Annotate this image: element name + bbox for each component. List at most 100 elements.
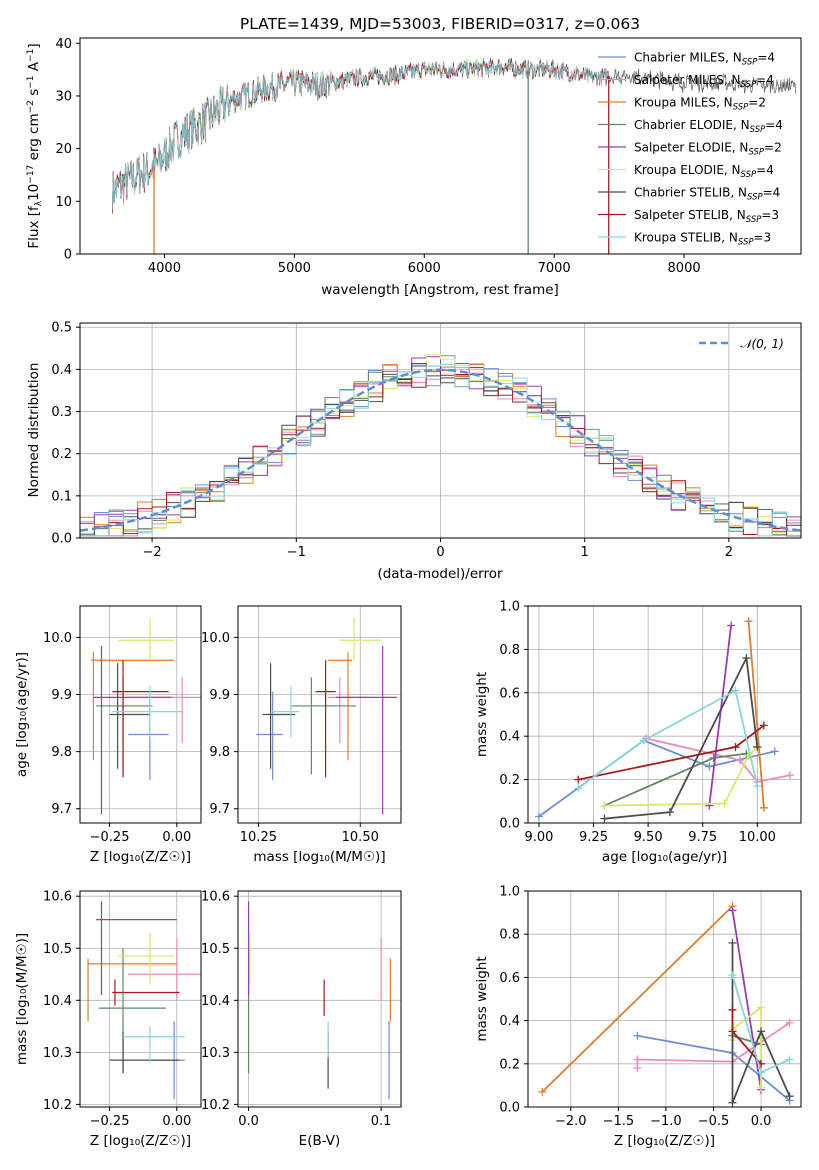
weight_vs_Z-marker-5-2 xyxy=(757,1003,766,1012)
weight_vs_Z-line-2 xyxy=(541,905,734,1093)
legend-label-text: Salpeter STELIB, N xyxy=(634,208,746,222)
weight_vs_age-marker-2-1 xyxy=(759,803,768,812)
weight_vs_Z-xtick-label: −1.5 xyxy=(603,1114,635,1129)
mass_vs_Z-xtick-label: −0.25 xyxy=(90,1114,130,1129)
legend-label-n: =3 xyxy=(754,231,772,245)
residual-ytick-label: 0.1 xyxy=(51,489,72,504)
weight_vs_age-marker-7-2 xyxy=(759,721,768,730)
mass_vs_ebv-ytick-label: 10.5 xyxy=(201,942,230,957)
weight_vs_age-marker-1-3 xyxy=(786,771,795,780)
residual-ytick-label: 0.2 xyxy=(51,447,72,462)
weight_vs_age-line-4 xyxy=(708,625,732,806)
weight_vs_Z-marker-6-3 xyxy=(785,1092,794,1101)
legend-label-sub: SSP xyxy=(750,125,766,135)
spectrum-ytick-label: 20 xyxy=(55,142,72,157)
age_vs_Z-ytick-label: 9.9 xyxy=(51,688,72,703)
weight_vs_age-marker-6-1 xyxy=(665,808,674,817)
age_vs_mass-ytick-label: 9.9 xyxy=(209,688,230,703)
weight_vs_age-marker-5-1 xyxy=(720,799,729,808)
mass_vs_Z-frame xyxy=(79,890,202,1108)
weight_vs_Z-marker-8-0 xyxy=(728,971,737,980)
weight_vs_age-marker-5-0 xyxy=(600,801,609,810)
weight_vs_age-xtick-label: 9.50 xyxy=(634,830,663,845)
weight_vs_age-ytick-label: 1.0 xyxy=(499,600,520,615)
weight_vs_Z-ytick-label: 0.6 xyxy=(499,971,520,986)
mass_vs_ebv-ytick-label: 10.4 xyxy=(201,994,230,1009)
weight_vs_age-marker-0-2 xyxy=(705,762,714,771)
panel-weight_vs_Z: −2.0 −1.5 −1.0 −0.5 0.0 0.0 0.2 0.4 0.6 0.8 1.0 Z [… xyxy=(474,885,802,1149)
spectrum-panel: PLATE=1439, MJD=53003, FIBERID=0317, z=0… xyxy=(26,15,802,298)
weight_vs_age-marker-0-0 xyxy=(534,812,543,821)
weight_vs_age-ytick-label: 0.4 xyxy=(499,730,520,745)
weight_vs_Z-marker-1-0 xyxy=(633,1064,642,1073)
weight_vs_age-xtick-label: 10.00 xyxy=(739,830,776,845)
spectrum-xlabel: wavelength [Angstrom, rest frame] xyxy=(321,282,559,298)
weight_vs_Z-marker-6-0 xyxy=(728,938,737,947)
residual-frame xyxy=(79,322,802,539)
legend-label-text: Kroupa STELIB, N xyxy=(634,231,738,245)
normal-curve xyxy=(79,368,802,532)
legend-label-sub: SSP xyxy=(741,170,757,180)
legend-label-n: =2 xyxy=(748,96,766,110)
weight_vs_age-ytick-label: 0.2 xyxy=(499,773,520,788)
mass_vs_Z-xlabel: Z [log₁₀(Z/Z☉)] xyxy=(90,1133,191,1149)
legend-label-0: Chabrier MILES, NSSP=4 xyxy=(634,51,775,68)
weight_vs_age-xtick-label: 9.00 xyxy=(524,830,553,845)
weight_vs_age-marker-7-0 xyxy=(574,775,583,784)
legend-label-n: =4 xyxy=(756,73,774,87)
mass_vs_ebv-xtick-label: 0.0 xyxy=(238,1114,259,1129)
spectrum-xtick-label: 8000 xyxy=(668,261,701,276)
weight_vs_age-marker-6-0 xyxy=(600,814,609,823)
weight_vs_age-frame xyxy=(527,605,802,824)
mass_vs_ebv-ytick-label: 10.3 xyxy=(201,1046,230,1061)
weight_vs_Z-marker-6-2 xyxy=(757,1027,766,1036)
age_vs_Z-xtick-label: −0.25 xyxy=(90,830,130,845)
spectrum-xtick-label: 5000 xyxy=(278,261,311,276)
legend-label-n: =4 xyxy=(763,186,781,200)
legend-label-n: =4 xyxy=(756,163,774,177)
legend-label-1: Salpeter MILES, NSSP=4 xyxy=(634,73,774,90)
residual-hist-8 xyxy=(80,363,801,537)
weight_vs_age-line-5 xyxy=(604,746,758,807)
normal-legend-label: 𝒩(0, 1) xyxy=(740,337,784,351)
residual-ytick-label: 0.4 xyxy=(51,363,72,378)
legend-label-3: Chabrier ELODIE, NSSP=4 xyxy=(634,118,783,135)
legend-label-text: Kroupa ELODIE, N xyxy=(634,163,741,177)
weight_vs_age-marker-3-1 xyxy=(709,753,718,762)
age_vs_Z-frame xyxy=(79,605,202,824)
weight_vs_age-marker-4-1 xyxy=(727,621,736,630)
residual-hist-4 xyxy=(80,356,801,537)
weight_vs_age-xlabel: age [log₁₀(age/yr)] xyxy=(602,849,727,865)
legend-label-text: Chabrier ELODIE, N xyxy=(634,118,750,132)
mass_vs_Z-xtick-label: 0.00 xyxy=(162,1114,191,1129)
weight_vs_Z-xtick-label: −1.0 xyxy=(650,1114,682,1129)
legend-label-n: =2 xyxy=(764,141,782,155)
legend-label-sub: SSP xyxy=(746,215,762,225)
weight_vs_Z-ytick-label: 0.8 xyxy=(499,928,520,943)
mass_vs_Z-ytick-label: 10.2 xyxy=(43,1098,72,1113)
age_vs_mass-frame xyxy=(237,605,402,824)
legend-label-text: Salpeter ELODIE, N xyxy=(634,141,748,155)
spectrum-ytick-label: 40 xyxy=(55,37,72,52)
weight_vs_Z-marker-6-1 xyxy=(728,1098,737,1107)
spectrum-ylabel: Flux [fλ10−17 erg cm−2 s−1 A−1] xyxy=(26,43,44,248)
panel-age_vs_Z: −0.25 0.00 9.7 9.8 9.9 10.0 Z [log₁₀(Z/Z☉)] age… xyxy=(14,605,202,865)
weight_vs_age-xtick-label: 9.75 xyxy=(688,830,717,845)
weight_vs_Z-marker-8-1 xyxy=(757,1068,766,1077)
residual-xtick-label: 0 xyxy=(436,545,444,560)
legend-label-n: =4 xyxy=(765,118,783,132)
residual-ytick-label: 0.0 xyxy=(51,532,72,547)
mass_vs_Z-ytick-label: 10.6 xyxy=(43,890,72,905)
legend-label-sub: SSP xyxy=(747,193,763,203)
weight_vs_Z-marker-7-1 xyxy=(728,1027,737,1036)
mass_vs_ebv-frame xyxy=(237,890,402,1108)
weight_vs_age-line-1 xyxy=(645,737,791,783)
age_vs_mass-xtick-label: 10.50 xyxy=(342,830,379,845)
spectrum-legend: Chabrier MILES, NSSP=4 Salpeter MILES, NS… xyxy=(598,51,783,248)
weight_vs_age-marker-0-3 xyxy=(770,747,779,756)
mass_vs_Z-ytick-label: 10.5 xyxy=(43,942,72,957)
age_vs_Z-ytick-label: 9.8 xyxy=(51,745,72,760)
residual-ytick-label: 0.3 xyxy=(51,405,72,420)
residual-xtick-label: 1 xyxy=(581,545,589,560)
mass_vs_ebv-xtick-label: 0.1 xyxy=(371,1114,392,1129)
